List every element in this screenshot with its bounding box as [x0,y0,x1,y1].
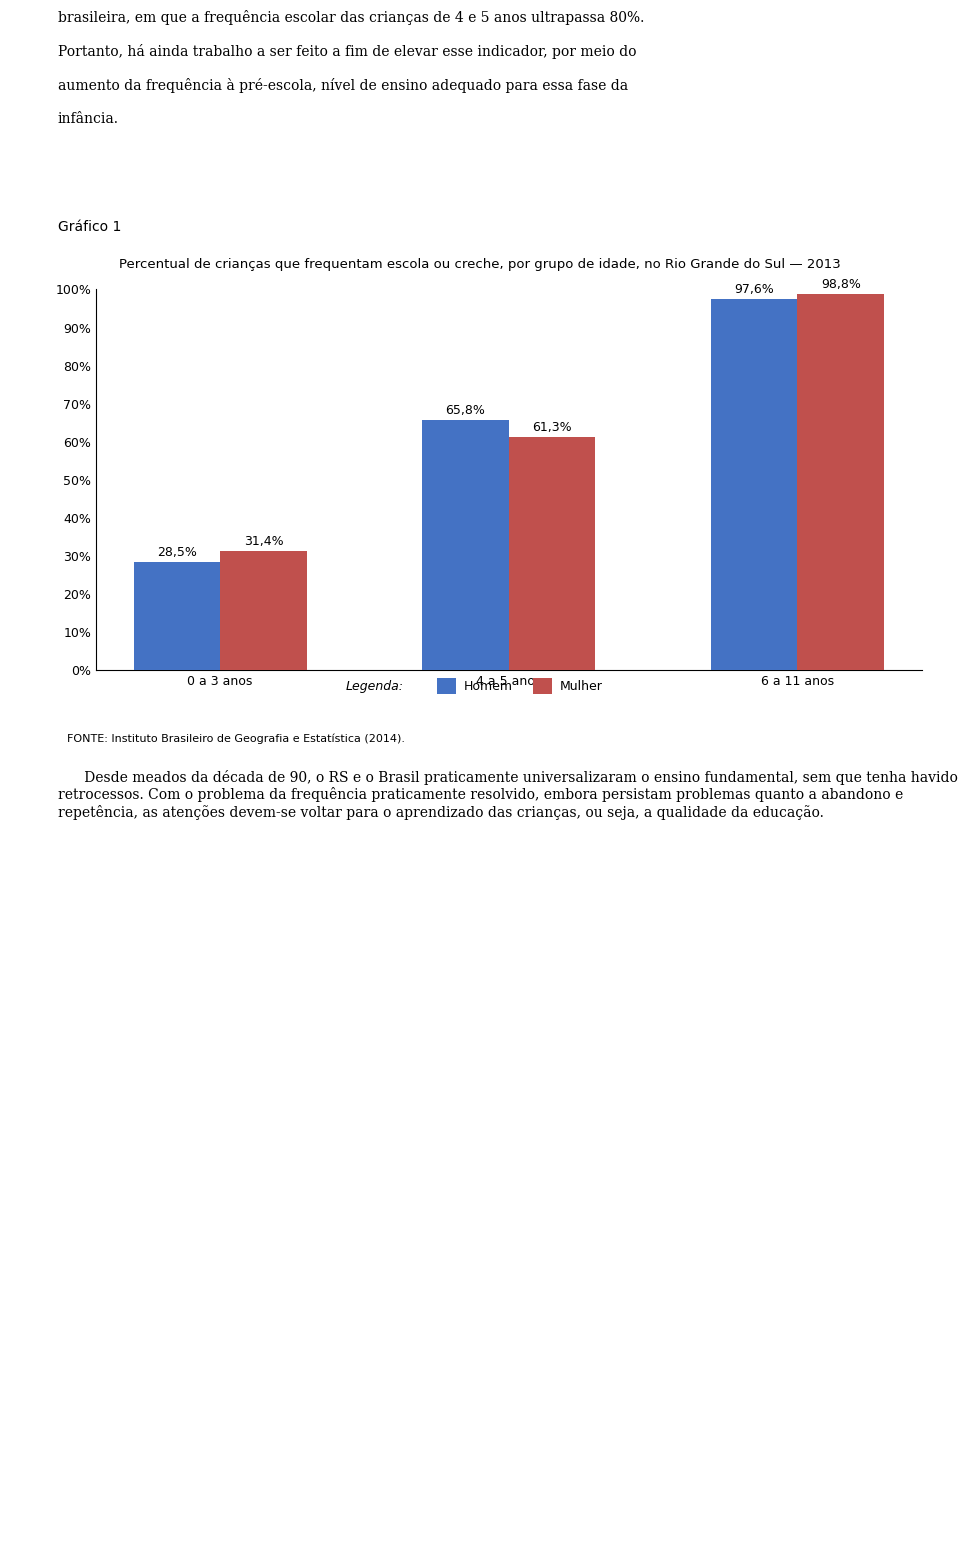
Text: infância.: infância. [58,111,119,127]
Text: Legenda:: Legenda: [346,680,403,692]
Text: Mulher: Mulher [560,680,603,692]
Bar [509,437,595,670]
Bar [798,294,884,670]
Text: Desde meados da década de 90, o RS e o Brasil praticamente universalizaram o ens: Desde meados da década de 90, o RS e o B… [58,769,957,820]
Text: Percentual de crianças que frequentam escola ou creche, por grupo de idade, no R: Percentual de crianças que frequentam es… [119,259,841,271]
Text: Portanto, há ainda trabalho a ser feito a fim de elevar esse indicador, por meio: Portanto, há ainda trabalho a ser feito … [58,43,636,59]
Text: 28,5%: 28,5% [156,546,197,559]
Text: 65,8%: 65,8% [445,404,486,416]
Text: Gráfico 1: Gráfico 1 [58,220,121,234]
Bar [422,420,509,670]
Text: 61,3%: 61,3% [532,421,572,433]
Text: 98,8%: 98,8% [821,279,861,291]
Bar [220,551,307,670]
Text: brasileira, em que a frequência escolar das crianças de 4 e 5 anos ultrapassa 80: brasileira, em que a frequência escolar … [58,9,644,25]
Text: Homem: Homem [464,680,513,692]
Bar [710,299,798,670]
Text: FONTE: Instituto Brasileiro de Geografia e Estatística (2014).: FONTE: Instituto Brasileiro de Geografia… [67,734,405,745]
Text: 97,6%: 97,6% [734,283,774,296]
Text: 31,4%: 31,4% [244,534,283,548]
Bar [133,562,220,670]
Text: aumento da frequência à pré-escola, nível de ensino adequado para essa fase da: aumento da frequência à pré-escola, níve… [58,77,628,93]
